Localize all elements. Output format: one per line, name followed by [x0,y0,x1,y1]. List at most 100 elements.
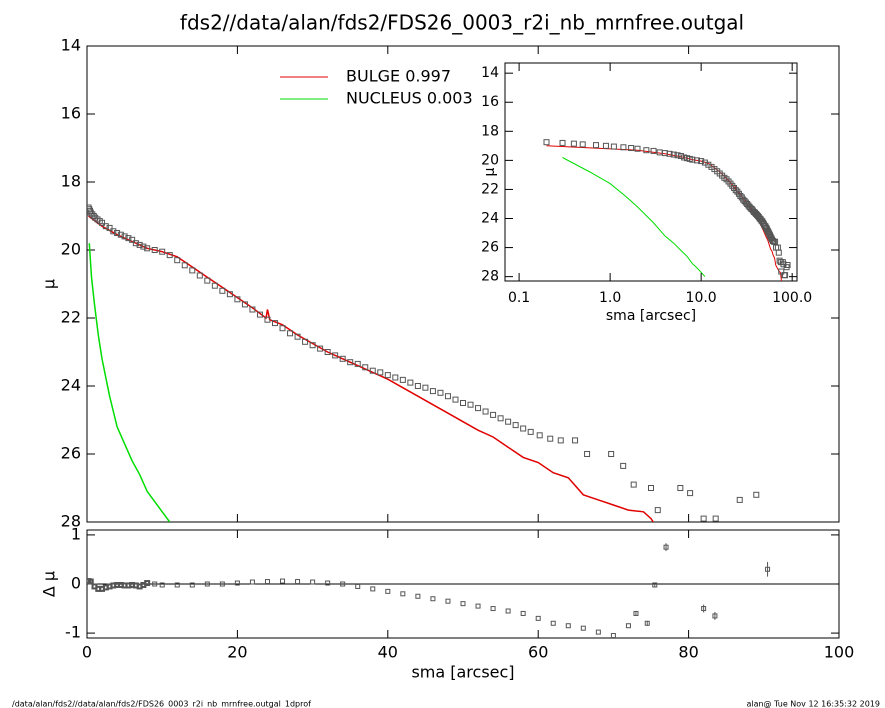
data-point [174,257,181,264]
data-point [634,145,641,152]
data-point [654,507,661,514]
residual-point [295,579,301,585]
y-tick-label: 26 [481,240,499,256]
residual-point [505,608,511,614]
y-tick-label: 22 [481,181,499,197]
data-point [219,287,226,294]
x-tick-label: 0 [82,643,92,662]
residual-point [159,582,165,588]
footer-right: alan@ Tue Nov 12 16:35:32 2019 [746,700,880,708]
data-point [324,349,331,355]
data-point [490,411,497,418]
data-point [584,451,591,457]
residual-point [174,582,180,588]
data-point [579,141,586,148]
axes-frame [86,45,840,523]
data-point [117,231,124,238]
data-point [211,282,218,289]
data-point [648,485,654,491]
data-point [467,401,474,408]
data-point [630,481,637,488]
residual-point [340,581,346,587]
data-point [407,379,414,386]
x-tick-label: 100 [824,643,855,662]
data-point [132,240,139,247]
model-line [88,215,655,522]
data-point [89,211,96,218]
data-point [670,151,677,158]
data-point [110,228,117,235]
data-point [570,140,577,147]
x-tick-label: 20 [227,643,247,662]
data-point [643,147,650,154]
data-point [377,369,384,376]
data-point [332,352,339,359]
residual-point [415,593,421,599]
y-tick-label: 0 [71,574,81,593]
data-point [279,325,286,332]
y-axis-label: μ [40,279,59,289]
data-point [559,139,566,146]
y-tick-label: 14 [61,36,81,55]
residual-point [644,620,650,626]
residual-point [204,581,210,587]
data-point [294,333,301,340]
data-point [700,515,707,522]
data-point [234,296,241,303]
residual-point [535,615,541,621]
data-point [287,330,294,337]
y-tick-label: 24 [481,211,499,227]
data-point [226,291,233,298]
residual-point [355,583,361,589]
x-tick-label: 0.1 [508,290,530,306]
data-point [677,153,684,160]
data-point [144,245,151,252]
x-tick-label: 100.0 [772,290,812,306]
residual-point [385,588,391,594]
y-tick-label: 18 [61,172,81,191]
data-point [181,262,188,269]
model-line [562,157,706,277]
data-point [114,230,121,236]
data-point [650,147,657,154]
residual-point [663,544,669,550]
residual-point [370,586,376,592]
chart-title: fds2//data/alan/fds2/FDS26_0003_r2i_nb_m… [180,11,744,35]
residual-point [595,629,601,635]
residual-point [310,579,316,585]
y-tick-label: 16 [61,104,81,123]
data-point [698,158,705,165]
data-point [151,247,158,253]
data-point [677,485,684,491]
x-axis-label: sma [arcsec] [606,308,696,324]
data-point [392,374,399,381]
data-point [628,145,635,152]
data-point [189,267,196,274]
axes-frame [504,62,798,282]
data-point [497,415,504,422]
data-point [264,316,271,323]
data-point [557,437,564,444]
data-point [536,432,543,439]
y-tick-label: 16 [481,94,499,110]
residual-point [325,580,331,586]
x-tick-label: 40 [378,643,398,662]
residual-point [625,623,631,629]
y-axis-label: μ [482,167,498,176]
data-point [782,272,789,279]
residual-point [712,613,718,619]
data-point [778,268,785,275]
inset-background [505,63,797,281]
x-tick-label: 1.0 [599,290,621,306]
data-point [362,364,369,371]
data-point [608,451,615,457]
residual-point [520,610,526,616]
residual-point [550,620,556,626]
residual-point [144,580,151,587]
residual-point [430,596,436,602]
y-tick-label: 1 [71,524,81,543]
data-point [693,157,700,164]
data-point [687,490,694,497]
data-point [775,249,782,256]
legend-label: NUCLEUS 0.003 [346,89,473,108]
